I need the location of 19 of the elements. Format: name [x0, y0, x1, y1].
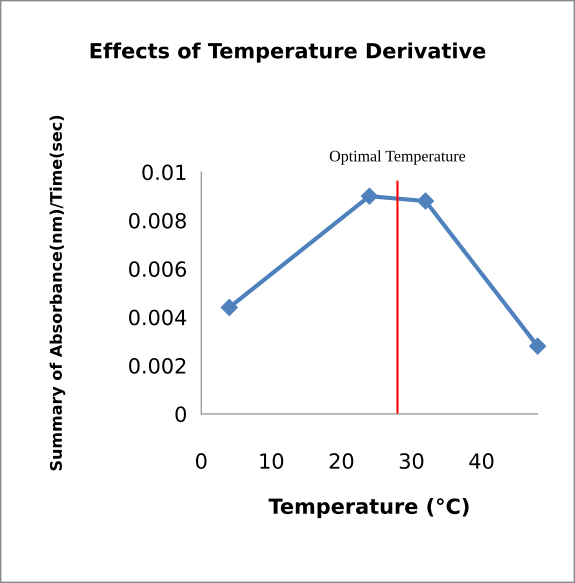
y-axis-title: Summary of Absorbance(nm)/Time(sec) [50, 116, 66, 470]
y-tick-label: 0.01 [142, 164, 186, 180]
y-tick-label: 0.006 [129, 261, 186, 277]
x-axis-title: Temperature (°C) [268, 498, 469, 518]
x-tick-label: 30 [400, 453, 424, 469]
x-tick-label: 20 [330, 453, 354, 469]
y-tick-label: 0.004 [129, 310, 186, 326]
point [529, 338, 546, 355]
y-tick-label: 0.008 [129, 212, 186, 229]
ref-line-label: Optimal Temperature [330, 150, 466, 165]
point [360, 188, 378, 205]
x-tick-label: 40 [469, 453, 494, 469]
y-tick-label: 0 [175, 406, 186, 422]
point [220, 298, 238, 316]
x-tick-label: 10 [260, 453, 284, 469]
y-tick-label: 0.002 [129, 358, 186, 374]
chart-title: Effects of Temperature Derivative [90, 42, 486, 63]
x-tick-label: 0 [196, 453, 206, 469]
point [416, 192, 434, 210]
